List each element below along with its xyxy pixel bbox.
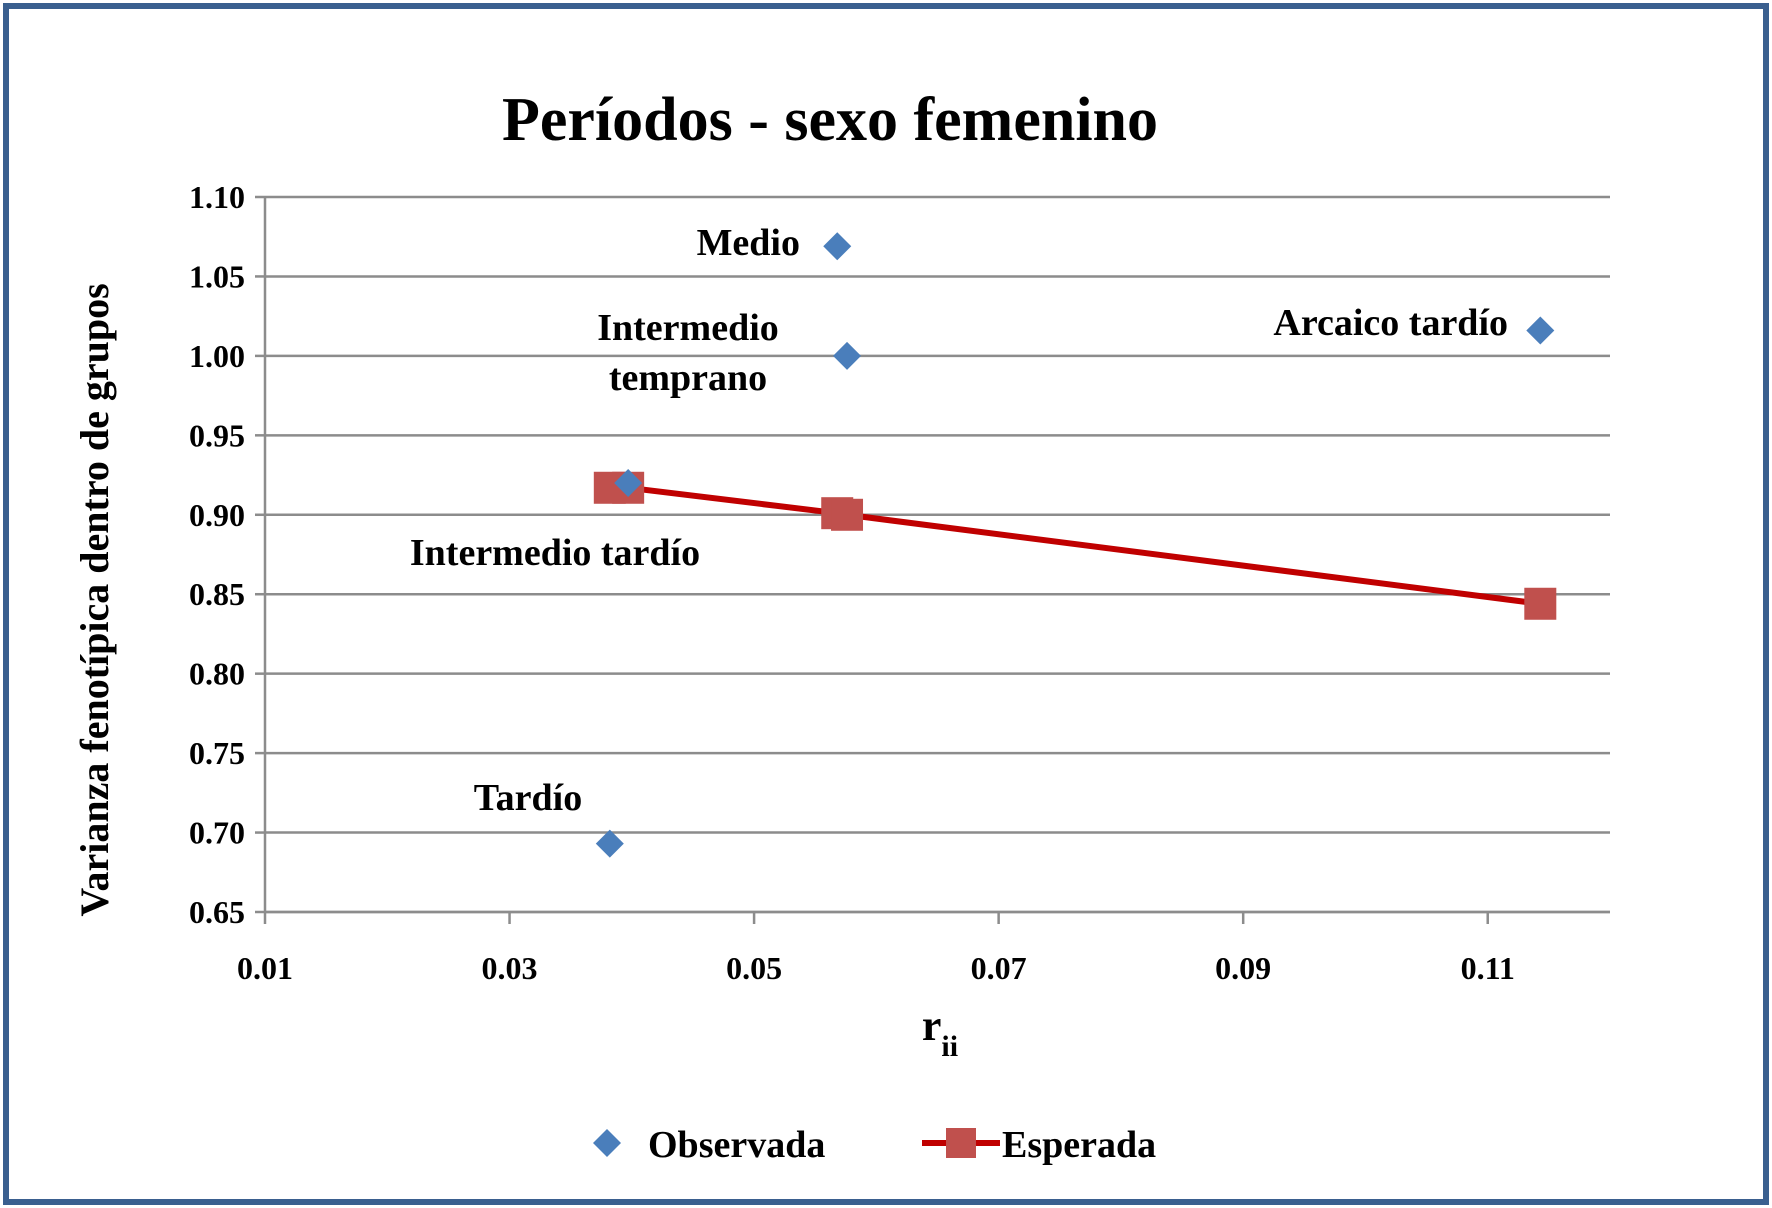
annotation-arcaico-tardio: Arcaico tardío — [1273, 302, 1508, 344]
y-tick-label: 0.95 — [189, 417, 245, 453]
y-tick-labels: 0.65 0.70 0.75 0.80 0.85 0.90 0.95 1.00 1.05 1.10 — [189, 179, 245, 930]
x-axis-label: rii — [922, 1001, 958, 1063]
observada-point — [823, 232, 852, 261]
annotation-line: Intermedio — [597, 307, 779, 349]
y-tick-label: 1.05 — [189, 258, 245, 294]
legend-observada-marker — [593, 1129, 621, 1157]
y-grid — [255, 195, 1610, 914]
y-tick-label: 0.85 — [189, 576, 245, 612]
chart-title: Períodos - sexo femenino — [502, 86, 1158, 154]
x-tick-label: 0.07 — [971, 950, 1027, 986]
legend-observada-label: Observada — [648, 1124, 825, 1166]
legend: Observada Esperada — [593, 1124, 1156, 1166]
annotation-line: temprano — [609, 357, 767, 399]
y-tick-label: 0.65 — [189, 894, 245, 930]
annotation-intermedio-tardio: Intermedio tardío — [410, 532, 700, 574]
x-tick-label: 0.03 — [482, 950, 538, 986]
y-tick-label: 0.90 — [189, 497, 245, 533]
annotation-line: Arcaico tardío — [1273, 302, 1508, 344]
x-axis-label-subscript: ii — [941, 1030, 958, 1063]
series-observada — [595, 232, 1555, 858]
annotation-intermedio-temprano: Intermedio temprano — [597, 307, 779, 399]
esperada-point — [1524, 587, 1557, 620]
legend-esperada-marker — [946, 1128, 976, 1158]
annotation-tardio: Tardío — [474, 777, 582, 819]
chart-border — [3, 3, 1769, 1205]
esperada-point — [831, 498, 864, 531]
annotation-line: Intermedio tardío — [410, 532, 700, 574]
y-axis-label: Varianza fenotípica dentro de grupos — [72, 283, 117, 916]
y-tick-label: 1.10 — [189, 179, 245, 215]
annotations: Medio Intermedio temprano Arcaico tardío Int… — [410, 222, 1508, 819]
observada-point — [595, 829, 624, 858]
y-tick-label: 1.00 — [189, 338, 245, 374]
annotation-medio: Medio — [697, 222, 800, 264]
y-tick-label: 0.80 — [189, 656, 245, 692]
y-tick-label: 0.70 — [189, 815, 245, 851]
x-tick-label: 0.09 — [1215, 950, 1271, 986]
x-tick-label: 0.05 — [726, 950, 782, 986]
annotation-line: Medio — [697, 222, 800, 264]
y-tick-label: 0.75 — [189, 735, 245, 771]
x-tick-label: 0.01 — [237, 950, 293, 986]
x-tick-labels: 0.01 0.03 0.05 0.07 0.09 0.11 — [237, 950, 1515, 986]
observada-point — [614, 469, 643, 497]
x-tick-label: 0.11 — [1461, 950, 1515, 986]
observada-point — [1526, 316, 1555, 345]
annotation-line: Tardío — [474, 777, 582, 819]
legend-esperada-label: Esperada — [1002, 1124, 1156, 1166]
observada-point — [833, 341, 862, 370]
x-axis — [263, 197, 1610, 924]
